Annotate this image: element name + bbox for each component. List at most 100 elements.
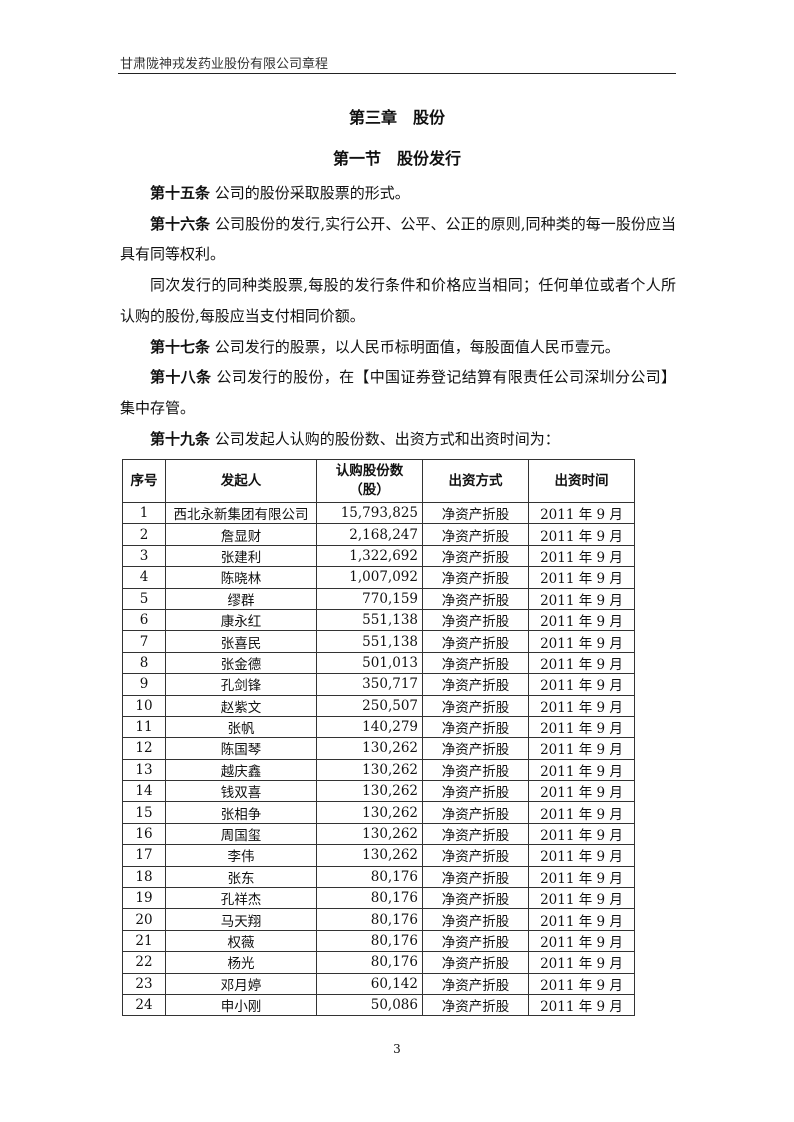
table-row: 17 李伟 130,262 净资产折股 2011 年 9 月 [122,844,635,867]
cell-time: 2011 年 9 月 [528,801,635,824]
article-body: 第十五条 公司的股份采取股票的形式。 第十六条 公司股份的发行,实行公开、公平、公… [120,178,676,454]
cell-no: 22 [122,951,166,974]
article-label: 第十八条 [150,368,212,387]
article-paragraph: 第十五条 公司的股份采取股票的形式。 [120,178,676,209]
cell-method: 净资产折股 [422,523,529,546]
cell-method: 净资产折股 [422,608,529,632]
cell-no: 23 [122,972,166,995]
cell-method: 净资产折股 [422,737,529,760]
article-paragraph: 第十六条 公司股份的发行,实行公开、公平、公正的原则,同种类的每一股份应当具有同… [120,209,676,270]
cell-method: 净资产折股 [422,822,529,846]
cell-promoter: 马天翔 [165,908,317,931]
table-row: 22 杨光 80,176 净资产折股 2011 年 9 月 [122,951,635,974]
cell-no: 13 [122,758,166,782]
cell-time: 2011 年 9 月 [528,951,635,974]
cell-promoter: 张建利 [165,544,317,568]
cell-shares: 2,168,247 [316,523,423,546]
cell-no: 5 [122,587,166,610]
col-header-shares-unit: （股） [349,482,390,498]
cell-promoter: 康永红 [165,608,317,632]
cell-no: 21 [122,929,166,953]
table-row: 7 张喜民 551,138 净资产折股 2011 年 9 月 [122,630,635,653]
table-row: 1 西北永新集团有限公司 15,793,825 净资产折股 2011 年 9 月 [122,501,635,525]
cell-promoter: 张东 [165,865,317,889]
cell-method: 净资产折股 [422,566,529,589]
cell-no: 1 [122,501,166,525]
cell-no: 2 [122,523,166,546]
table-row: 23 邓月婷 60,142 净资产折股 2011 年 9 月 [122,972,635,995]
cell-promoter: 申小刚 [165,993,317,1017]
cell-promoter: 权薇 [165,929,317,953]
table-row: 13 越庆鑫 130,262 净资产折股 2011 年 9 月 [122,758,635,782]
article-paragraph: 同次发行的同种类股票,每股的发行条件和价格应当相同；任何单位或者个人所认购的股份… [120,270,676,331]
cell-no: 7 [122,630,166,653]
cell-no: 16 [122,822,166,846]
cell-time: 2011 年 9 月 [528,758,635,782]
cell-method: 净资产折股 [422,651,529,675]
cell-method: 净资产折股 [422,544,529,568]
table-row: 15 张相争 130,262 净资产折股 2011 年 9 月 [122,801,635,824]
table-row: 5 缪群 770,159 净资产折股 2011 年 9 月 [122,587,635,610]
table-row: 12 陈国琴 130,262 净资产折股 2011 年 9 月 [122,737,635,760]
cell-no: 20 [122,908,166,931]
cell-time: 2011 年 9 月 [528,630,635,653]
cell-promoter: 詹显财 [165,523,317,546]
cell-no: 3 [122,544,166,568]
table-row: 2 詹显财 2,168,247 净资产折股 2011 年 9 月 [122,523,635,546]
table-row: 11 张帆 140,279 净资产折股 2011 年 9 月 [122,715,635,739]
page-number: 3 [393,1042,401,1056]
cell-no: 12 [122,737,166,760]
article-paragraph: 第十九条 公司发起人认购的股份数、出资方式和出资时间为： [120,424,676,455]
article-text: 公司发行的股票，以人民币标明面值，每股面值人民币壹元。 [210,337,620,356]
table-row: 24 申小刚 50,086 净资产折股 2011 年 9 月 [122,993,635,1017]
cell-promoter: 钱双喜 [165,780,317,803]
article-text: 公司发行的股份，在【中国证券登记结算有限责任公司深圳分公司】集中存管。 [120,368,676,417]
cell-no: 9 [122,673,166,696]
cell-shares: 551,138 [316,630,423,653]
cell-time: 2011 年 9 月 [528,501,635,525]
col-header-time: 出资时间 [528,459,635,503]
cell-method: 净资产折股 [422,694,529,717]
cell-time: 2011 年 9 月 [528,608,635,632]
cell-no: 15 [122,801,166,824]
header-rule [118,73,676,74]
cell-promoter: 张喜民 [165,630,317,653]
cell-time: 2011 年 9 月 [528,993,635,1017]
cell-method: 净资产折股 [422,951,529,974]
col-header-shares-label: 认购股份数 [335,463,404,479]
cell-shares: 130,262 [316,758,423,782]
cell-promoter: 孔剑锋 [165,673,317,696]
cell-method: 净资产折股 [422,844,529,867]
table-row: 18 张东 80,176 净资产折股 2011 年 9 月 [122,865,635,889]
running-header: 甘肃陇神戎发药业股份有限公司章程 [120,57,329,72]
cell-method: 净资产折股 [422,908,529,931]
cell-shares: 80,176 [316,887,423,910]
cell-method: 净资产折股 [422,630,529,653]
cell-shares: 770,159 [316,587,423,610]
table-row: 20 马天翔 80,176 净资产折股 2011 年 9 月 [122,908,635,931]
cell-method: 净资产折股 [422,715,529,739]
cell-shares: 140,279 [316,715,423,739]
cell-method: 净资产折股 [422,587,529,610]
cell-shares: 501,013 [316,651,423,675]
cell-no: 10 [122,694,166,717]
cell-promoter: 张金德 [165,651,317,675]
cell-promoter: 赵紫文 [165,694,317,717]
cell-no: 18 [122,865,166,889]
cell-time: 2011 年 9 月 [528,780,635,803]
cell-no: 19 [122,887,166,910]
cell-promoter: 缪群 [165,587,317,610]
cell-time: 2011 年 9 月 [528,737,635,760]
table-row: 16 周国玺 130,262 净资产折股 2011 年 9 月 [122,822,635,846]
cell-promoter: 越庆鑫 [165,758,317,782]
cell-time: 2011 年 9 月 [528,566,635,589]
cell-method: 净资产折股 [422,780,529,803]
cell-promoter: 邓月婷 [165,972,317,995]
cell-method: 净资产折股 [422,673,529,696]
cell-shares: 80,176 [316,908,423,931]
cell-method: 净资产折股 [422,972,529,995]
cell-promoter: 西北永新集团有限公司 [165,501,317,525]
cell-promoter: 李伟 [165,844,317,867]
table-row: 4 陈晓林 1,007,092 净资产折股 2011 年 9 月 [122,566,635,589]
article-paragraph: 第十八条 公司发行的股份，在【中国证券登记结算有限责任公司深圳分公司】集中存管。 [120,362,676,423]
